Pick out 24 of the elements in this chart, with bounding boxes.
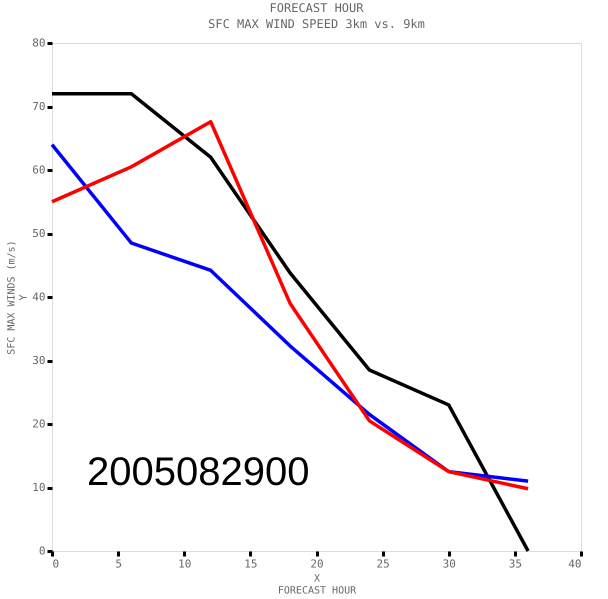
annotation: 2005082900 xyxy=(87,450,310,494)
y-tick-label: 80 xyxy=(32,36,46,50)
x-axis-title: X FORECAST HOUR xyxy=(278,574,358,596)
y-tick-label: 60 xyxy=(32,164,46,176)
y-tick-label: 70 xyxy=(32,100,46,113)
y-tick-label: 30 xyxy=(32,354,46,367)
x-tick-label: 30 xyxy=(442,558,456,570)
chart-title: SFC MAX WIND SPEED 3km vs. 9km xyxy=(208,17,425,31)
x-tick-label: 40 xyxy=(568,558,582,570)
x-tick-label: 0 xyxy=(52,558,60,570)
y-axis-title: SFC MAX WINDS (m/s) Y xyxy=(6,240,30,355)
x-tick-label: 25 xyxy=(376,558,390,570)
line-series xyxy=(50,92,530,553)
x-tick-label: 5 xyxy=(115,558,122,570)
x-tick-label: 20 xyxy=(310,558,324,570)
y-tick-label: 40 xyxy=(32,290,46,304)
x-tick-label: 35 xyxy=(508,558,522,570)
y-tick-label: 0 xyxy=(38,544,46,558)
y-tick-label: 20 xyxy=(32,418,46,430)
y-tick-label: 10 xyxy=(32,481,46,494)
y-tick-label: 50 xyxy=(32,227,46,240)
x-tick-label: 10 xyxy=(178,558,192,570)
text: FORECAST HOUR xyxy=(270,1,364,15)
x-tick-label: 15 xyxy=(244,558,258,570)
